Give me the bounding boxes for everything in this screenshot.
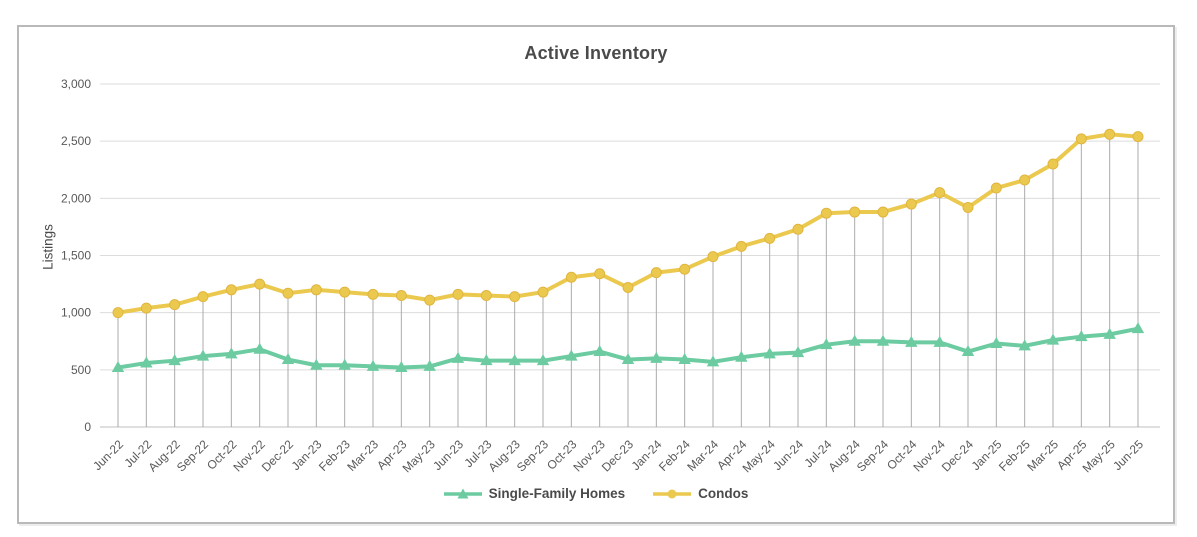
legend-item-condos: Condos [653, 486, 748, 501]
svg-text:3,000: 3,000 [61, 77, 91, 91]
svg-text:1,000: 1,000 [61, 306, 91, 320]
svg-text:Mar-25: Mar-25 [1024, 437, 1061, 474]
legend-item-single-family-homes: Single-Family Homes [443, 486, 626, 501]
legend-label-single-family-homes: Single-Family Homes [488, 486, 626, 501]
svg-text:Mar-23: Mar-23 [344, 437, 381, 474]
svg-text:Dec-22: Dec-22 [259, 437, 296, 474]
condos-line-circle-icon [653, 487, 692, 501]
svg-text:May-24: May-24 [740, 437, 778, 475]
svg-text:May-23: May-23 [400, 437, 438, 475]
svg-text:Jun-23: Jun-23 [430, 437, 466, 473]
svg-text:Jun-25: Jun-25 [1110, 437, 1146, 473]
svg-text:Mar-24: Mar-24 [684, 437, 721, 474]
svg-text:Sep-22: Sep-22 [174, 437, 211, 474]
svg-text:2,500: 2,500 [61, 134, 91, 148]
svg-text:0: 0 [84, 420, 91, 434]
legend-label-condos: Condos [698, 486, 749, 501]
svg-text:Dec-23: Dec-23 [599, 437, 636, 474]
svg-text:1,500: 1,500 [61, 249, 91, 263]
chart-legend: Single-Family Homes Condos [17, 486, 1175, 501]
svg-text:Jun-24: Jun-24 [770, 437, 806, 473]
svg-text:500: 500 [71, 363, 91, 377]
single-family-homes-line-triangle-icon [443, 487, 482, 501]
svg-text:Dec-24: Dec-24 [939, 437, 976, 474]
chart-title: Active Inventory [524, 43, 668, 63]
svg-text:Sep-24: Sep-24 [854, 437, 891, 474]
svg-text:May-25: May-25 [1080, 437, 1118, 475]
svg-text:2,000: 2,000 [61, 191, 91, 205]
svg-text:Sep-23: Sep-23 [514, 437, 551, 474]
svg-text:Jun-22: Jun-22 [90, 437, 126, 473]
